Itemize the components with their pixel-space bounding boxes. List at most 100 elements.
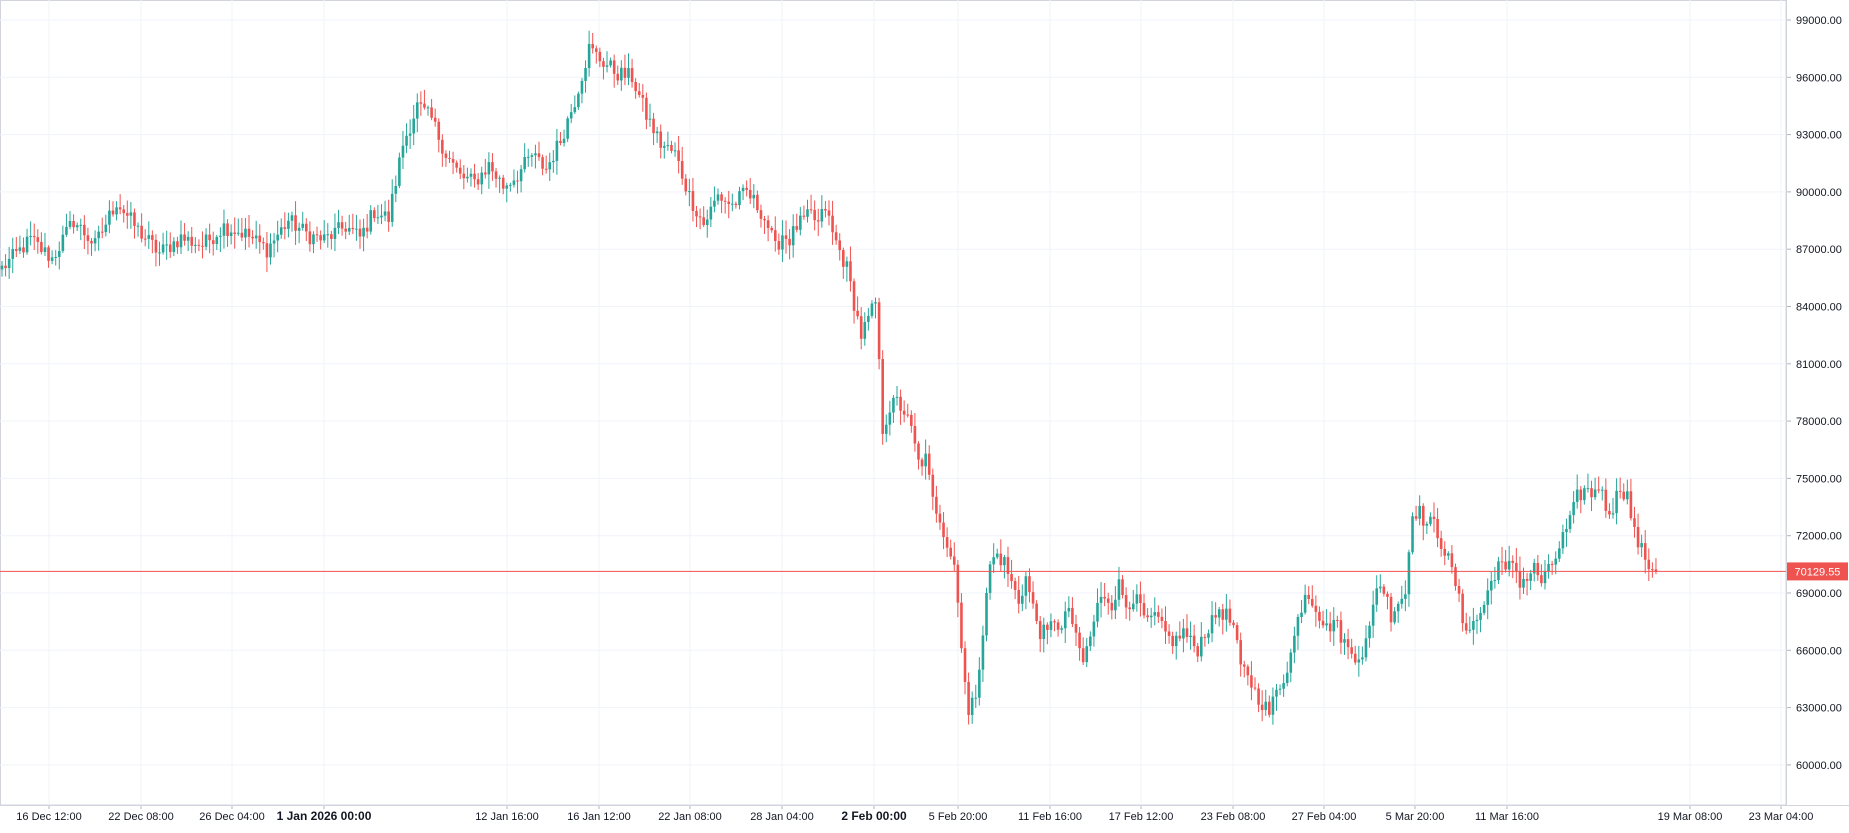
candle-body — [992, 557, 995, 565]
candle-body — [487, 162, 491, 175]
candle-body — [383, 211, 387, 216]
candle-body — [1038, 621, 1042, 640]
candle-body — [1067, 607, 1071, 612]
candle-body — [1540, 575, 1543, 584]
candle-body — [448, 157, 451, 159]
candle-body — [763, 218, 766, 221]
candle-body — [1493, 580, 1497, 582]
x-axis-tick-label: 1 Jan 2026 00:00 — [277, 809, 372, 823]
candle-body — [1386, 593, 1389, 597]
x-axis-tick-label: 22 Dec 08:00 — [108, 811, 173, 823]
candle-body — [11, 249, 15, 259]
candle-body — [591, 44, 594, 49]
candle-body — [1257, 688, 1260, 705]
candle-body — [79, 224, 83, 226]
candle-body — [634, 82, 637, 92]
candle-body — [1063, 611, 1067, 629]
candle-body — [40, 241, 43, 252]
candle-body — [684, 178, 688, 192]
x-axis-tick-label: 2 Feb 00:00 — [841, 809, 907, 823]
candle-body — [1307, 594, 1310, 600]
candle-body — [688, 191, 691, 193]
candle-body — [949, 547, 952, 557]
y-axis-tick-label: 90000.00 — [1796, 187, 1842, 199]
candle-body — [1178, 635, 1182, 639]
candle-body — [430, 107, 433, 118]
candle-body — [118, 207, 122, 210]
candle-body — [852, 281, 856, 311]
candle-body — [376, 217, 380, 219]
candle-body — [870, 303, 874, 316]
candle-body — [519, 169, 523, 182]
candle-body — [129, 212, 133, 216]
candle-body — [54, 256, 57, 258]
candle-body — [1264, 701, 1268, 711]
candle-body — [4, 265, 7, 269]
candle-body — [1575, 489, 1579, 502]
candle-body — [362, 227, 365, 237]
y-axis-tick-label: 96000.00 — [1796, 72, 1842, 84]
candle-body — [698, 216, 702, 218]
candle-body — [1103, 596, 1106, 599]
candle-body — [1461, 593, 1464, 624]
candle-body — [716, 194, 720, 201]
candle-body — [838, 240, 842, 251]
candle-body — [1128, 607, 1131, 610]
candle-body — [799, 215, 802, 230]
candle-body — [1232, 622, 1235, 626]
candle-body — [1600, 489, 1604, 491]
candle-body — [1450, 553, 1454, 568]
x-axis-tick-label: 5 Mar 20:00 — [1386, 811, 1445, 823]
candle-body — [892, 397, 895, 413]
candle-body — [1006, 557, 1010, 575]
candle-body — [1565, 528, 1568, 533]
candle-body — [229, 232, 233, 237]
candle-body — [1268, 701, 1271, 715]
candle-body — [1189, 635, 1192, 637]
candle-body — [752, 194, 756, 199]
candle-body — [100, 231, 104, 233]
candle-body — [544, 168, 548, 170]
candle-body — [663, 146, 666, 148]
candle-body — [65, 226, 68, 235]
candle-body — [609, 60, 612, 66]
candle-body — [294, 215, 297, 231]
candle-body — [244, 228, 247, 238]
candle-body — [526, 156, 530, 158]
candle-body — [677, 150, 680, 162]
candle-body — [1142, 603, 1146, 616]
candle-body — [773, 230, 777, 242]
y-axis-tick-label: 87000.00 — [1796, 244, 1842, 256]
candle-body — [702, 217, 705, 226]
candle-body — [827, 210, 831, 216]
candle-body — [981, 635, 985, 670]
candle-body — [956, 564, 960, 603]
candle-body — [1414, 516, 1418, 519]
candle-body — [326, 234, 330, 236]
x-axis-tick-label: 16 Jan 12:00 — [567, 811, 631, 823]
candle-body — [476, 179, 480, 185]
candle-body — [1479, 612, 1482, 620]
candle-body — [967, 681, 970, 715]
candle-body — [741, 187, 745, 192]
current-price-badge — [1787, 562, 1848, 581]
candle-body — [190, 236, 194, 246]
candle-body — [240, 232, 244, 238]
candle-body — [1010, 574, 1013, 582]
candle-body — [1078, 632, 1081, 649]
candle-body — [695, 210, 698, 217]
candle-body — [652, 118, 655, 134]
candle-body — [72, 221, 75, 228]
candle-body — [770, 228, 773, 231]
candle-body — [441, 139, 444, 154]
candle-body — [1547, 564, 1550, 572]
candle-body — [143, 238, 147, 240]
y-axis-tick-label: 69000.00 — [1796, 588, 1842, 600]
candle-body — [398, 157, 401, 186]
candle-body — [906, 414, 910, 416]
candle-body — [834, 232, 838, 241]
candle-body — [1021, 595, 1024, 604]
candle-body — [194, 244, 197, 246]
